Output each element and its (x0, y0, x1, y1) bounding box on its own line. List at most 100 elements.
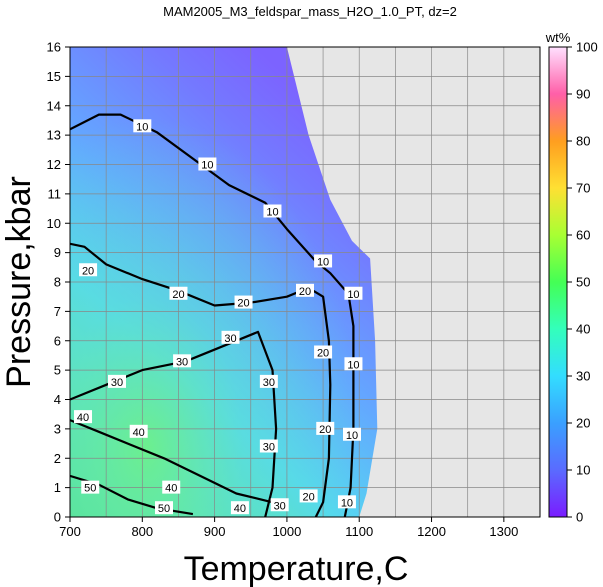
contour-label-text: 30 (224, 333, 236, 345)
contour-label-10: 10 (314, 254, 333, 268)
contour-labels: 10 10 10 10 10 10 10 10 20 20 20 20 20 20 20 30 30 30 30 30… (74, 119, 363, 515)
contour-label-box (314, 254, 333, 268)
y-tick-label: 15 (47, 69, 61, 84)
x-tick-label: 800 (131, 524, 153, 539)
colorbar-tick-label: 80 (576, 134, 590, 149)
contour-label-20: 20 (316, 421, 335, 436)
contour-label-box (259, 439, 278, 453)
contour-label-box (299, 489, 318, 503)
contour-label-box (343, 427, 361, 441)
contour-label-50: 50 (81, 480, 100, 495)
x-tick-label: 1200 (417, 524, 446, 539)
x-tick-label: 700 (59, 524, 81, 539)
contour-label-text: 40 (165, 483, 177, 495)
contour-label-text: 10 (317, 256, 329, 268)
contour-label-box (108, 374, 126, 388)
contour-label-text: 30 (263, 442, 275, 454)
contour-label-box (259, 374, 278, 388)
contour-label-box (270, 498, 289, 512)
contour-label-10: 10 (263, 204, 282, 219)
contour-label-50: 50 (155, 501, 173, 515)
contour-label-40: 40 (129, 424, 148, 439)
y-tick-label: 11 (48, 186, 62, 201)
contour-label-40: 40 (230, 501, 249, 515)
contour-label-text: 20 (237, 298, 249, 310)
contour-label-box (81, 480, 100, 494)
contour-label-box (230, 501, 249, 515)
contour-label-box (314, 345, 333, 359)
contour-label-20: 20 (234, 295, 253, 310)
contour-label-30: 30 (108, 374, 126, 389)
contour-label-text: 30 (111, 377, 123, 389)
grid (70, 47, 540, 517)
contour-label-10: 10 (198, 157, 217, 172)
contour-label-10: 10 (344, 286, 363, 301)
contour-label-box (221, 330, 240, 344)
contour-label-text: 10 (201, 160, 213, 172)
y-tick-label: 13 (47, 128, 61, 143)
contour-label-box (173, 354, 192, 368)
colorbar-tick-label: 20 (576, 416, 590, 431)
contour-label-20: 20 (299, 489, 318, 503)
contour-label-20: 20 (79, 263, 98, 277)
colorbar-tick-label: 100 (576, 40, 598, 55)
colorbar-tick-label: 0 (576, 510, 583, 525)
contour-label-30: 30 (259, 374, 278, 389)
contour-line-40 (70, 419, 273, 504)
contour-label-box (129, 424, 148, 438)
x-axis-ticks: 700 800 900 1000 1100 1200 1300 (59, 517, 518, 539)
contour-label-box (234, 295, 253, 309)
y-tick-label: 4 (54, 392, 61, 407)
contour-label-10: 10 (133, 119, 152, 133)
contour-label-text: 50 (84, 483, 96, 495)
colorbar-unit: wt% (545, 30, 571, 45)
contour-label-text: 40 (234, 503, 246, 515)
y-tick-label: 1 (54, 480, 61, 495)
contour-label-text: 40 (133, 427, 145, 439)
contour-label-30: 30 (221, 330, 240, 345)
x-tick-label: 1300 (489, 524, 518, 539)
contour-label-text: 30 (274, 500, 286, 512)
contour-label-box (79, 263, 98, 277)
contour-label-20: 20 (314, 345, 333, 360)
contour-label-text: 10 (347, 289, 359, 301)
contour-label-text: 30 (176, 356, 188, 368)
contour-line-10 (70, 113, 355, 517)
colorbar-strip (548, 46, 568, 518)
contour-label-text: 10 (346, 430, 358, 442)
contour-label-30: 30 (259, 439, 278, 454)
y-tick-label: 2 (54, 451, 61, 466)
contour-label-box (344, 286, 363, 300)
contour-label-text: 20 (317, 348, 329, 360)
colorbar-ticks: 0 10 20 30 40 50 60 70 80 90 100 (567, 40, 598, 525)
colorbar: wt% 0 10 20 30 40 50 60 70 80 90 100 (545, 30, 598, 525)
contour-label-box (198, 157, 217, 171)
contour-label-text: 30 (263, 377, 275, 389)
y-tick-label: 10 (47, 216, 61, 231)
contour-label-20: 20 (296, 283, 314, 298)
contour-label-box (263, 204, 282, 218)
contour-label-text: 40 (77, 412, 89, 424)
y-tick-label: 8 (54, 275, 61, 290)
contour-label-box (74, 410, 93, 424)
x-axis-label: Temperature,C (184, 550, 409, 587)
contour-label-40: 40 (74, 410, 93, 424)
contour-label-text: 20 (302, 491, 314, 503)
contour-label-text: 20 (299, 286, 311, 298)
contour-label-box (133, 119, 152, 133)
y-tick-label: 7 (54, 304, 61, 319)
contour-label-text: 50 (158, 503, 170, 515)
contour-label-text: 10 (266, 207, 278, 219)
y-tick-label: 9 (54, 245, 61, 260)
colorbar-tick-label: 60 (576, 228, 590, 243)
y-tick-label: 14 (47, 98, 61, 113)
contour-label-text: 20 (319, 424, 331, 436)
colorbar-tick-label: 10 (576, 463, 590, 478)
contour-label-box (155, 501, 173, 515)
contour-label-40: 40 (162, 480, 181, 495)
contour-label-box (162, 480, 181, 494)
contour-label-box (169, 286, 188, 300)
contour-label-10: 10 (343, 427, 361, 442)
